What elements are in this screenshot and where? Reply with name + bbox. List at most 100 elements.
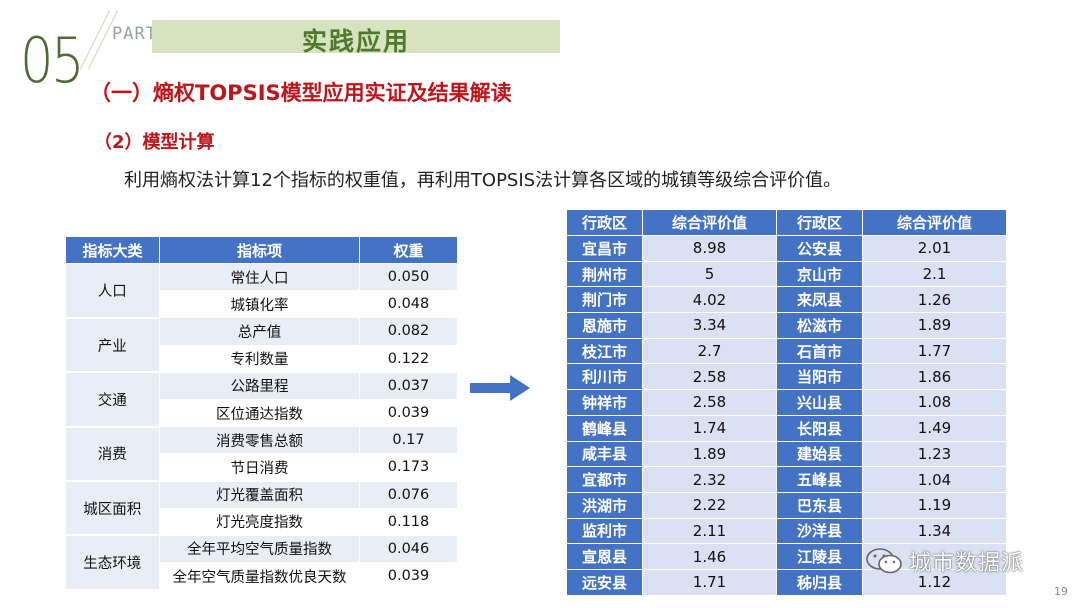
weight-cell: 0.118	[359, 508, 458, 536]
weight-cell: 0.039	[359, 399, 458, 428]
district-cell: 松滋市	[776, 312, 863, 339]
indicator-cell: 公路里程	[159, 372, 360, 400]
table-row: 灯光亮度指数 0.118	[66, 508, 458, 536]
table-row: 咸丰县 1.89 建始县 1.23	[566, 440, 1007, 468]
table-row: 消费 消费零售总额 0.17	[65, 426, 458, 483]
weight-cell: 0.173	[359, 453, 458, 482]
score-cell: 1.34	[862, 517, 1007, 545]
district-cell: 建始县	[776, 440, 863, 468]
column-header: 综合评价值	[642, 209, 777, 236]
district-cell: 宣恩县	[566, 543, 643, 570]
score-cell: 1.12	[862, 568, 1007, 596]
evaluation-body: 宜昌市 8.98 公安县 2.01 荆州市 5 京山市 2.1 荆门市 4.02 来凤县 1.26 恩施…	[566, 235, 1007, 596]
indicator-cell: 灯光亮度指数	[159, 508, 360, 536]
column-header: 行政区	[566, 209, 643, 236]
score-cell: 1.46	[642, 543, 777, 570]
district-cell: 江陵县	[776, 543, 863, 570]
table-row: 节日消费 0.173	[66, 453, 458, 482]
district-cell: 洪湖市	[566, 491, 643, 519]
table-row: 宜昌市 8.98 公安县 2.01	[566, 235, 1007, 262]
district-cell: 荆门市	[566, 286, 643, 314]
indicator-weight-table: 指标大类 指标项 权重 人口 常住人口 0.050 城镇化率 0.048 产业 总产值 0.0…	[65, 236, 458, 591]
column-header: 综合评价值	[862, 209, 1007, 236]
watermark: 城市数据派	[865, 545, 1024, 577]
score-cell: 1.19	[862, 491, 1007, 519]
score-cell: 2.22	[642, 491, 777, 519]
district-cell: 枝江市	[566, 337, 643, 365]
district-cell: 来凤县	[776, 286, 863, 314]
wechat-icon	[866, 548, 902, 574]
score-cell: 2.32	[642, 466, 777, 493]
category-cell: 人口	[65, 263, 160, 319]
category-cell: 城区面积	[65, 481, 160, 537]
page-number: 19	[1054, 585, 1068, 598]
district-cell: 沙洋县	[776, 517, 863, 545]
district-cell: 鹤峰县	[566, 414, 643, 442]
table-row: 交通 公路里程 0.037	[65, 372, 458, 428]
indicator-cell: 城镇化率	[159, 290, 360, 319]
score-cell: 1.74	[642, 414, 777, 442]
table-row: 鹤峰县 1.74 长阳县 1.49	[566, 414, 1007, 442]
indicator-cell: 常住人口	[159, 263, 360, 292]
table-row: 城镇化率 0.048	[66, 290, 458, 319]
part-label: PART	[112, 24, 157, 44]
table-row: 监利市 2.11 沙洋县 1.34	[566, 517, 1007, 545]
decorative-lines	[79, 10, 119, 70]
table-row: 区位通达指数 0.039	[66, 399, 458, 428]
section-title-bar: 实践应用	[152, 20, 560, 56]
weight-cell: 0.048	[359, 290, 458, 319]
indicator-cell: 区位通达指数	[159, 399, 360, 428]
score-cell: 1.04	[862, 466, 1007, 493]
weight-cell: 0.050	[359, 263, 458, 292]
score-cell: 1.08	[862, 389, 1007, 416]
district-cell: 当阳市	[776, 363, 863, 391]
score-cell: 1.89	[862, 312, 1007, 339]
weight-cell: 0.046	[359, 535, 458, 564]
district-cell: 长阳县	[776, 414, 863, 442]
main-heading: （一）熵权TOPSIS模型应用实证及结果解读	[90, 81, 512, 105]
district-cell: 咸丰县	[566, 440, 643, 468]
table-row: 钟祥市 2.58 兴山县 1.08	[566, 389, 1007, 416]
watermark-text: 城市数据派	[909, 551, 1025, 576]
right-arrow-icon	[470, 375, 530, 401]
table-row: 全年空气质量指数优良天数 0.039	[66, 562, 458, 591]
category-cell: 消费	[65, 426, 160, 483]
indicator-cell: 全年空气质量指数优良天数	[159, 562, 360, 591]
score-cell: 2.7	[642, 337, 777, 365]
district-cell: 宜都市	[566, 466, 643, 493]
category-cell: 交通	[65, 372, 160, 428]
district-cell: 京山市	[776, 260, 863, 288]
score-cell: 3.34	[642, 312, 777, 339]
district-cell: 远安县	[566, 568, 643, 596]
score-cell: 4.02	[642, 286, 777, 314]
table-row: 利川市 2.58 当阳市 1.86	[566, 363, 1007, 391]
district-cell: 监利市	[566, 517, 643, 545]
indicator-cell: 节日消费	[159, 453, 360, 482]
table-row: 荆州市 5 京山市 2.1	[566, 260, 1007, 288]
description-text: 利用熵权法计算12个指标的权重值，再利用TOPSIS法计算各区域的城镇等级综合评…	[124, 170, 842, 191]
score-cell: 5	[642, 260, 777, 288]
score-cell: 2.58	[642, 389, 777, 416]
indicator-cell: 专利数量	[159, 345, 360, 373]
score-cell: 2.1	[862, 260, 1007, 288]
district-cell: 恩施市	[566, 312, 643, 339]
column-header: 权重	[359, 236, 458, 264]
indicator-cell: 全年平均空气质量指数	[159, 535, 360, 564]
score-cell: 2.11	[642, 517, 777, 545]
weight-cell: 0.17	[359, 426, 458, 455]
district-cell: 秭归县	[776, 568, 863, 596]
score-cell: 1.86	[862, 363, 1007, 391]
column-header: 指标大类	[65, 236, 160, 264]
table-row: 枝江市 2.7 石首市 1.77	[566, 337, 1007, 365]
score-cell: 1.49	[862, 414, 1007, 442]
district-cell: 利川市	[566, 363, 643, 391]
indicator-cell: 消费零售总额	[159, 426, 360, 455]
table-row: 城区面积 灯光覆盖面积 0.076	[65, 481, 458, 537]
weight-cell: 0.076	[359, 481, 458, 509]
score-cell: 1.71	[642, 568, 777, 596]
score-cell: 1.77	[862, 337, 1007, 365]
table-row: 宜都市 2.32 五峰县 1.04	[566, 466, 1007, 493]
table-row: 生态环境 全年平均空气质量指数 0.046	[65, 535, 458, 591]
category-cell: 产业	[65, 317, 160, 374]
score-cell: 1.26	[862, 286, 1007, 314]
